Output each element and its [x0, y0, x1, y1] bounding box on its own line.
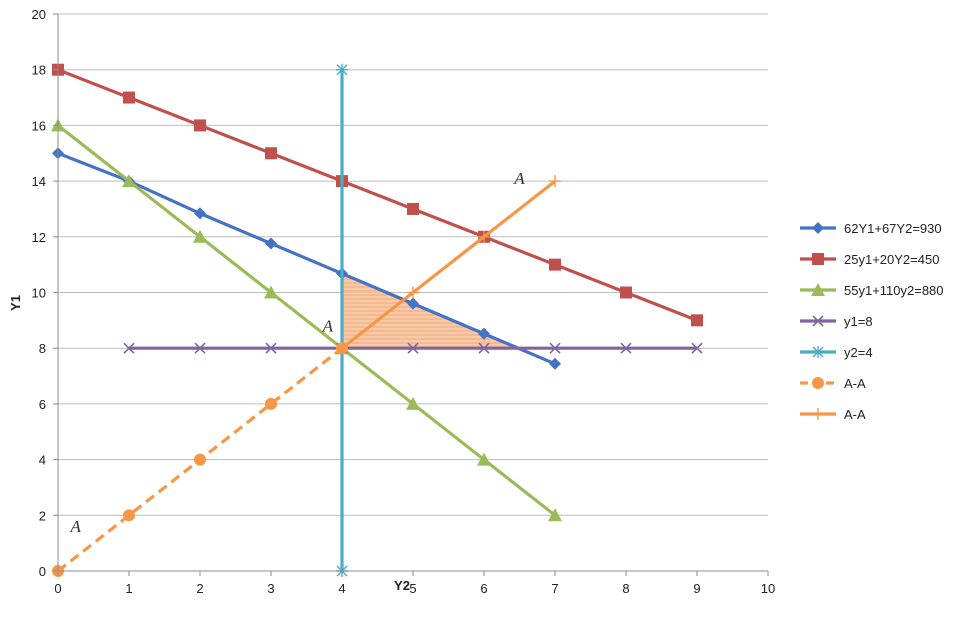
data-point-4-1	[336, 63, 348, 76]
data-point-1-3	[265, 147, 277, 160]
legend-marker	[812, 408, 824, 420]
legend-entry-1: 25y1+20Y2=450	[800, 252, 939, 267]
series-line-0	[57, 151, 556, 366]
annotation-label: A	[513, 169, 525, 188]
legend-marker	[812, 222, 824, 234]
data-point-5-3	[265, 397, 277, 410]
x-tick-label: 3	[267, 581, 274, 596]
data-point-5-1	[123, 509, 135, 522]
y-tick-label: 6	[39, 397, 46, 412]
y-tick-label: 14	[32, 174, 46, 189]
data-point-3-6	[549, 342, 561, 354]
x-tick-label: 4	[338, 581, 345, 596]
data-point-1-7	[549, 258, 561, 271]
series-1	[52, 63, 703, 327]
series-3	[123, 342, 703, 354]
y-tick-label: 20	[32, 7, 46, 22]
legend-marker	[811, 283, 825, 296]
x-tick-label: 9	[693, 581, 700, 596]
data-point-6-1	[407, 286, 419, 299]
x-tick-label: 7	[551, 581, 558, 596]
legend-label: 62Y1+67Y2=930	[844, 221, 942, 236]
data-point-0-2	[194, 207, 206, 220]
data-point-2-7	[548, 508, 562, 522]
series-0	[52, 147, 561, 370]
data-point-0-6	[478, 327, 490, 340]
y-axis-title: Y1	[8, 295, 23, 311]
legend-marker	[812, 253, 824, 265]
data-point-0-3	[265, 237, 277, 250]
data-point-2-5	[406, 396, 420, 410]
data-point-3-7	[620, 342, 632, 354]
x-axis-title: Y2	[394, 578, 410, 593]
data-point-0-5	[407, 297, 419, 310]
annotation-label: A	[322, 316, 334, 335]
series-5	[52, 342, 348, 577]
legend-label: 25y1+20Y2=450	[844, 252, 939, 267]
legend-label: A-A	[844, 376, 866, 391]
y-tick-label: 8	[39, 341, 46, 356]
legend-entry-4: y2=4	[800, 345, 873, 360]
data-point-6-2	[478, 230, 490, 243]
y-tick-label: 12	[32, 230, 46, 245]
legend-label: y1=8	[844, 314, 873, 329]
x-tick-label: 2	[196, 581, 203, 596]
legend-entry-0: 62Y1+67Y2=930	[800, 221, 942, 236]
x-tick-label: 8	[622, 581, 629, 596]
legend-entry-3: y1=8	[800, 314, 873, 329]
y-tick-label: 10	[32, 286, 46, 301]
data-point-2-3	[264, 285, 278, 299]
data-point-3-0	[123, 342, 135, 354]
series-6	[336, 175, 561, 355]
x-tick-label: 5	[409, 581, 416, 596]
y-tick-label: 18	[32, 63, 46, 78]
legend-marker	[812, 346, 824, 358]
data-point-2-1	[122, 174, 136, 188]
legend-label: 55y1+110y2=880	[844, 283, 944, 298]
data-point-3-4	[407, 342, 419, 354]
legend-marker	[812, 315, 824, 327]
x-tick-label: 1	[125, 581, 132, 596]
legend-label: A-A	[844, 407, 866, 422]
y-tick-label: 4	[39, 453, 46, 468]
x-tick-label: 0	[54, 581, 61, 596]
y-tick-label: 16	[32, 118, 46, 133]
x-tick-label: 10	[761, 581, 775, 596]
y-tick-label: 2	[39, 508, 46, 523]
data-point-5-2	[194, 453, 206, 466]
data-point-2-6	[477, 452, 491, 466]
series-line-6	[341, 179, 556, 350]
data-point-1-5	[407, 202, 419, 215]
data-point-3-8	[691, 342, 703, 354]
series-line-1	[57, 68, 698, 322]
y-tick-label: 0	[39, 564, 46, 579]
data-point-6-3	[549, 175, 561, 188]
legend: 62Y1+67Y2=930 25y1+20Y2=450 55y1+110y2=880…	[800, 221, 944, 422]
series-2	[51, 118, 562, 522]
x-tick-label: 6	[480, 581, 487, 596]
series-line-2	[57, 124, 556, 517]
data-point-2-2	[193, 229, 207, 243]
annotations: A A A	[70, 169, 526, 536]
legend-entry-2: 55y1+110y2=880	[800, 283, 944, 298]
annotation-label: A	[70, 517, 82, 536]
data-point-1-9	[691, 314, 703, 327]
data-point-1-2	[194, 119, 206, 132]
legend-marker	[812, 377, 824, 389]
data-point-3-1	[194, 342, 206, 354]
data-point-3-2	[265, 342, 277, 354]
data-point-0-7	[549, 357, 561, 370]
data-point-6-0	[336, 342, 348, 355]
legend-entry-6: A-A	[800, 407, 866, 422]
legend-label: y2=4	[844, 345, 873, 360]
series-layer	[51, 63, 703, 577]
data-point-1-1	[123, 91, 135, 104]
legend-entry-5: A-A	[800, 376, 866, 391]
data-point-3-5	[478, 342, 490, 354]
data-point-1-8	[620, 286, 632, 299]
